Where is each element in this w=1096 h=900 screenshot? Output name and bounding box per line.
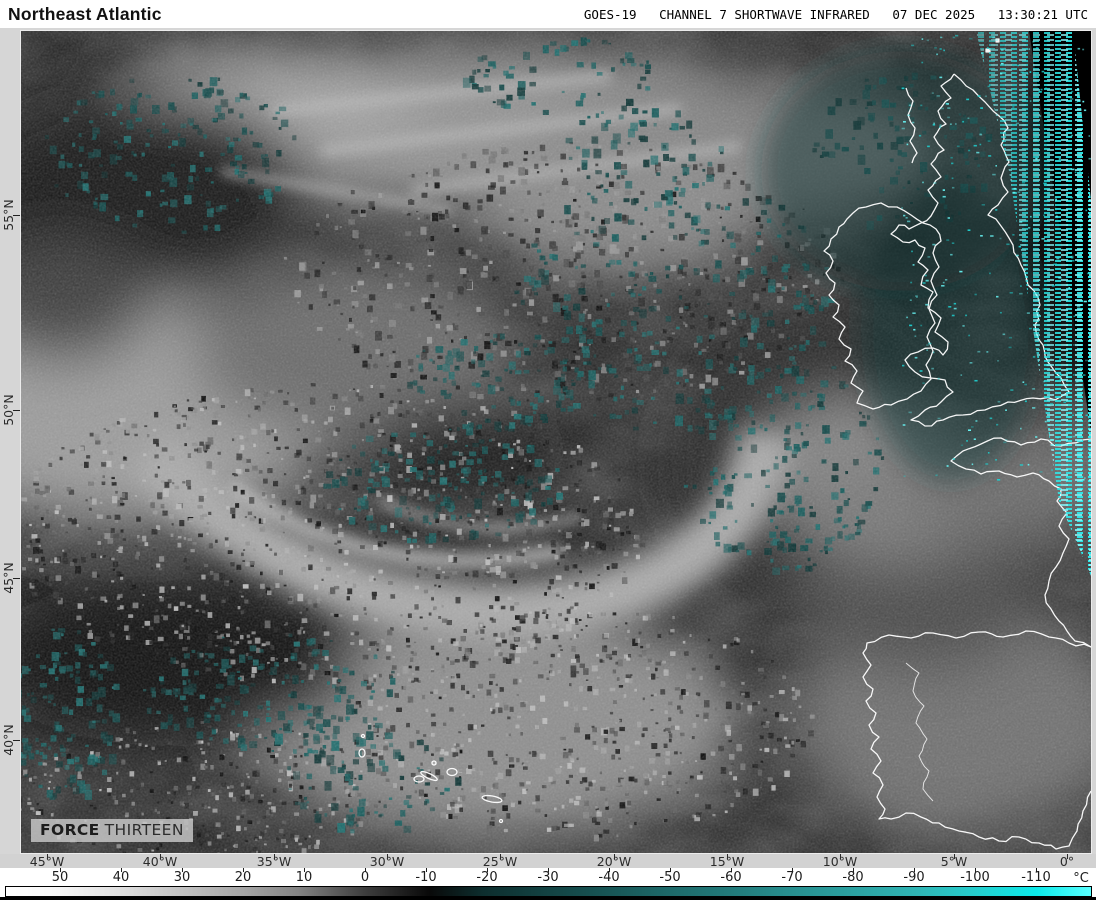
temp-tick (975, 868, 976, 872)
temp-tick (914, 868, 915, 872)
temp-tick (60, 868, 61, 872)
lat-tick (13, 740, 20, 741)
latitude-label: 40°N (1, 724, 16, 756)
lon-tick (614, 854, 615, 859)
temp-unit-label: °C (1073, 871, 1089, 886)
satellite-image-panel: FORCE THIRTEEN (20, 30, 1092, 854)
map-stage: FORCE THIRTEEN 45°W 40°W 35°W 30°W 25°W 20°W 15… (0, 28, 1096, 868)
temp-tick (1036, 868, 1037, 872)
lat-tick (13, 578, 20, 579)
temp-tick-label: -10 (415, 870, 437, 885)
temp-tick-label: -90 (903, 870, 925, 885)
header-meta: GOES-19 CHANNEL 7 SHORTWAVE INFRARED 07 … (569, 7, 1096, 22)
bottom-black-bar (0, 897, 1096, 900)
temp-tick-label: -110 (1021, 870, 1051, 885)
longitude-label: 5°W (940, 854, 968, 869)
channel-name: CHANNEL 7 SHORTWAVE INFRARED (659, 6, 870, 22)
temp-tick-label: 30 (173, 870, 191, 885)
temp-tick-label: -40 (598, 870, 620, 885)
temp-tick-label: -70 (781, 870, 803, 885)
longitude-label: 25°W (482, 854, 518, 869)
temp-tick-label: -20 (476, 870, 498, 885)
watermark-force-thirteen: FORCE THIRTEEN (31, 819, 193, 842)
temperature-scale: 50 40 30 20 10 0 -10 -20 -30 -40 -50 -60 -70 -80 -90 -1… (0, 868, 1096, 900)
temp-tick (487, 868, 488, 872)
temp-tick (853, 868, 854, 872)
image-time: 13:30:21 UTC (997, 6, 1088, 22)
temp-tick-label: -30 (537, 870, 559, 885)
temp-tick (609, 868, 610, 872)
lon-tick (954, 854, 955, 859)
temp-tick-label: 40 (112, 870, 130, 885)
longitude-label: 35°W (256, 854, 292, 869)
lon-tick (47, 854, 48, 859)
lon-tick (500, 854, 501, 859)
temp-tick-label: 20 (234, 870, 252, 885)
lat-tick (13, 215, 20, 216)
temp-tick (548, 868, 549, 872)
longitude-label: 30°W (369, 854, 405, 869)
temp-tick-label: -100 (960, 870, 990, 885)
longitude-label: 40°W (142, 854, 178, 869)
temp-tick (365, 868, 366, 872)
image-date: 07 DEC 2025 (892, 6, 976, 22)
lat-tick (13, 410, 20, 411)
lon-tick (274, 854, 275, 859)
longitude-axis: 45°W 40°W 35°W 30°W 25°W 20°W 15°W 10°W 5°W 0° (0, 854, 1096, 868)
temp-tick (426, 868, 427, 872)
temp-tick (182, 868, 183, 872)
satellite-name: GOES-19 (583, 6, 637, 22)
watermark-regular: THIRTEEN (104, 821, 184, 839)
longitude-label: 45°W (29, 854, 65, 869)
temp-tick (731, 868, 732, 872)
latitude-label: 50°N (1, 394, 16, 426)
temp-tick (121, 868, 122, 872)
temp-tick (670, 868, 671, 872)
latitude-label: 45°N (1, 562, 16, 594)
longitude-label: 10°W (822, 854, 858, 869)
temp-tick (304, 868, 305, 872)
longitude-label: 15°W (709, 854, 745, 869)
satellite-image (21, 31, 1091, 853)
temp-tick-label: -80 (842, 870, 864, 885)
temp-tick-label: -60 (720, 870, 742, 885)
watermark-bold: FORCE (40, 821, 100, 839)
lon-tick (840, 854, 841, 859)
lon-tick (387, 854, 388, 859)
latitude-label: 55°N (1, 199, 16, 231)
longitude-label: 0° (1059, 854, 1075, 869)
colorbar-gradient (5, 886, 1092, 897)
lon-tick (160, 854, 161, 859)
header-bar: Northeast Atlantic GOES-19 CHANNEL 7 SHO… (0, 0, 1096, 28)
temp-tick-label: 0 (360, 870, 370, 885)
temp-tick (792, 868, 793, 872)
temp-tick-label: 10 (295, 870, 313, 885)
temp-tick-label: -50 (659, 870, 681, 885)
temp-tick-label: 50 (51, 870, 69, 885)
page-title: Northeast Atlantic (8, 3, 162, 24)
lon-tick (727, 854, 728, 859)
temp-tick (243, 868, 244, 872)
longitude-label: 20°W (596, 854, 632, 869)
lon-tick (1067, 854, 1068, 859)
